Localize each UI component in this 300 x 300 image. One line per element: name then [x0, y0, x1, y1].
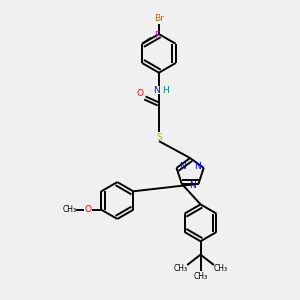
Text: O: O [137, 89, 144, 98]
Text: F: F [154, 31, 159, 40]
Text: CH₃: CH₃ [62, 205, 76, 214]
Text: H: H [162, 86, 169, 95]
Text: N: N [153, 86, 160, 95]
Text: O: O [85, 205, 92, 214]
Text: CH₃: CH₃ [194, 272, 208, 281]
Text: CH₃: CH₃ [214, 264, 228, 273]
Text: S: S [156, 133, 162, 142]
Text: Br: Br [154, 14, 164, 23]
Text: CH₃: CH₃ [173, 264, 188, 273]
Text: N: N [194, 162, 201, 171]
Text: N: N [179, 162, 186, 171]
Text: N: N [189, 181, 196, 190]
